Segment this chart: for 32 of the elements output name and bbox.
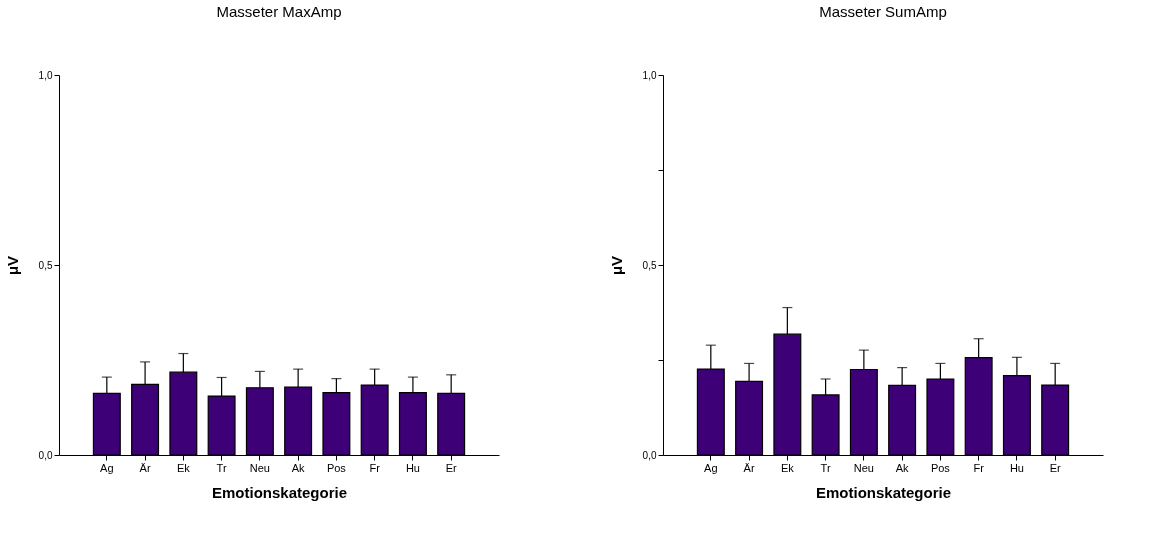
x-tick-label: Ag	[704, 461, 718, 474]
x-tick-label: Er	[445, 461, 458, 474]
y-tick-label: 0,5	[642, 259, 657, 271]
y-tick-label: 1,0	[642, 69, 657, 81]
y-axis-title: μV	[3, 255, 21, 276]
x-tick-label: Ak	[291, 461, 306, 474]
x-tick-label: Är	[743, 461, 755, 474]
x-tick-label: Ek	[780, 461, 795, 474]
x-tick-label: Hu	[1009, 461, 1024, 474]
x-tick-label: Tr	[820, 461, 831, 474]
x-tick-label: Fr	[973, 461, 985, 474]
y-tick-label: 0,0	[38, 449, 53, 461]
x-axis-title: Emotionskategorie	[815, 483, 952, 501]
x-tick-label: Ak	[895, 461, 910, 474]
x-tick-label: Fr	[369, 461, 381, 474]
y-tick-label: 0,0	[642, 449, 657, 461]
x-tick-label: Er	[1049, 461, 1062, 474]
x-tick-label: Pos	[326, 461, 347, 474]
x-tick-label: Pos	[930, 461, 951, 474]
x-tick-label: Ag	[100, 461, 114, 474]
x-tick-label: Ek	[176, 461, 191, 474]
y-tick-label: 1,0	[38, 69, 53, 81]
x-tick-label: Tr	[216, 461, 227, 474]
x-tick-label: Neu	[853, 461, 874, 474]
chart-title: Masseter MaxAmp	[216, 3, 342, 20]
y-axis-title: μV	[607, 255, 625, 276]
chart-title: Masseter SumAmp	[819, 3, 947, 20]
x-tick-label: Hu	[405, 461, 420, 474]
y-tick-label: 0,5	[38, 259, 53, 271]
x-axis-title: Emotionskategorie	[211, 483, 348, 501]
x-tick-label: Neu	[249, 461, 270, 474]
x-tick-label: Är	[139, 461, 151, 474]
